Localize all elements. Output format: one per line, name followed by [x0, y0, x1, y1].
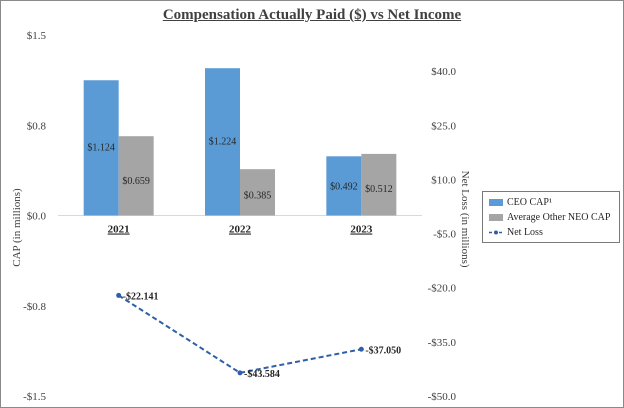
- bar-data-label: $0.385: [244, 191, 272, 202]
- net-loss-point: [358, 346, 364, 352]
- bar-neo-cap-2021: [118, 136, 154, 216]
- net-loss-data-label: -$43.584: [244, 369, 280, 380]
- right-axis-tick-label: $40.0: [431, 66, 456, 78]
- right-axis-tick-label: -$50.0: [428, 391, 457, 403]
- left-axis-tick-label: $1.5: [27, 30, 47, 42]
- bar-data-label: $0.492: [330, 181, 358, 192]
- left-axis-tick-label: $0.0: [27, 211, 47, 223]
- right-axis-tick-label: -$20.0: [428, 283, 457, 295]
- legend-item-neo-cap: Average Other NEO CAP: [489, 212, 610, 223]
- category-label: 2022: [229, 224, 252, 236]
- legend-item-ceo-cap: CEO CAP¹: [489, 197, 552, 208]
- chart-title: Compensation Actually Paid ($) vs Net In…: [162, 7, 462, 23]
- net-loss-point: [116, 292, 122, 298]
- legend-label-ceo-cap: CEO CAP¹: [507, 197, 552, 208]
- bar-data-label: $0.659: [122, 176, 150, 187]
- left-axis-tick-label: -$1.5: [23, 391, 46, 403]
- bar-ceo-cap-2023: [326, 156, 362, 216]
- legend-swatch-neo-cap: [489, 214, 503, 221]
- bar-data-label: $1.224: [209, 136, 237, 147]
- bar-ceo-cap-2021: [83, 80, 119, 216]
- net-loss-data-label: -$37.050: [365, 345, 401, 356]
- legend-label-neo-cap: Average Other NEO CAP: [507, 212, 611, 223]
- bar-data-label: $0.512: [365, 184, 393, 195]
- legend-swatch-ceo-cap: [489, 199, 503, 206]
- bar-ceo-cap-2022: [205, 68, 240, 216]
- legend: CEO CAP¹ Average Other NEO CAP Net Loss: [482, 191, 620, 243]
- bar-neo-cap-2023: [361, 153, 397, 216]
- category-label: 2023: [350, 224, 373, 236]
- legend-label-net-loss: Net Loss: [507, 227, 543, 238]
- right-axis-tick-label: -$35.0: [428, 337, 457, 349]
- bar-neo-cap-2022: [240, 169, 275, 216]
- category-label: 2021: [108, 224, 130, 236]
- left-axis-tick-label: -$0.8: [23, 301, 46, 313]
- bar-data-label: $1.124: [87, 143, 115, 154]
- legend-swatch-net-loss: [489, 229, 503, 236]
- net-loss-point: [237, 370, 243, 376]
- legend-item-net-loss: Net Loss: [489, 227, 543, 238]
- right-axis-title: Net Loss (in millions): [459, 171, 471, 268]
- net-loss-data-label: -$22.141: [123, 291, 159, 302]
- left-axis-title: CAP (in millions): [11, 188, 23, 267]
- right-axis-tick-label: -$5.0: [433, 229, 456, 241]
- left-axis-tick-label: $0.8: [27, 120, 47, 132]
- right-axis-tick-label: $10.0: [431, 174, 456, 186]
- net-loss-line: [118, 294, 362, 374]
- right-axis-tick-label: $25.0: [431, 120, 456, 132]
